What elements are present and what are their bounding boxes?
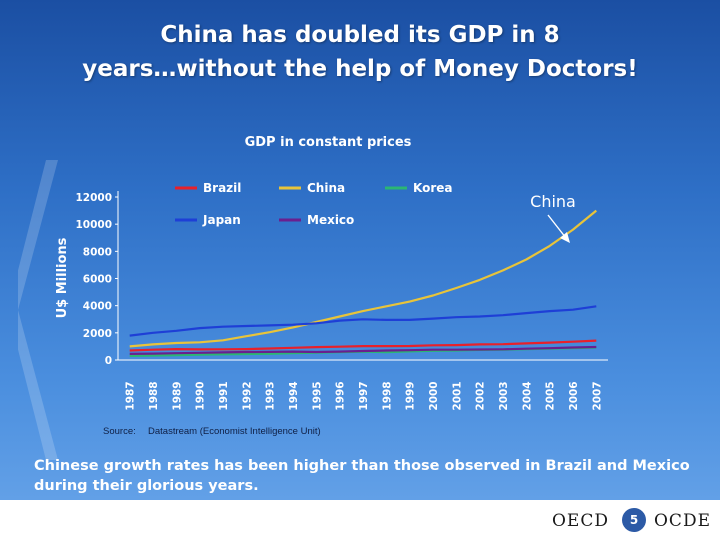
chart-title: GDP in constant prices	[245, 135, 412, 150]
x-tick-label: 2003	[498, 381, 510, 410]
y-tick-label: 6000	[83, 274, 112, 286]
y-tick-label: 4000	[83, 301, 112, 313]
x-tick-label: 1987	[125, 381, 137, 410]
x-tick-label: 1990	[195, 381, 207, 410]
legend-label-china: China	[307, 181, 345, 195]
series-line-brazil	[129, 339, 597, 352]
series-line-mexico	[129, 345, 597, 355]
x-tick-label: 2005	[545, 381, 557, 410]
x-tick-label: 1993	[265, 381, 277, 410]
x-tick-label: 1997	[358, 381, 370, 410]
x-tick-label: 1992	[241, 381, 253, 410]
china-annotation-label: China	[530, 192, 576, 211]
x-tick-label: 1995	[311, 381, 323, 410]
x-tick-label: 1998	[381, 381, 393, 410]
x-tick-label: 2000	[428, 381, 440, 410]
slide-title: China has doubled its GDP in 8 years…wit…	[0, 18, 720, 86]
china-annotation-arrowhead	[560, 232, 570, 243]
decorative-chevron	[18, 160, 58, 460]
legend-label-brazil: Brazil	[203, 181, 241, 195]
x-tick-label: 2006	[568, 381, 580, 410]
x-tick-label: 2001	[451, 381, 463, 410]
slide-title-line1: China has doubled its GDP in 8	[160, 22, 560, 48]
x-tick-label: 2002	[475, 381, 487, 410]
slide-footnote: Chinese growth rates has been higher tha…	[34, 458, 690, 494]
chart-axes	[117, 191, 608, 361]
y-axis-label: U$ Millions	[55, 237, 70, 318]
source-text: Datastream (Economist Intelligence Unit)	[148, 426, 321, 437]
y-tick-label: 0	[105, 355, 112, 367]
footer-ocde: OCDE	[654, 511, 711, 531]
series-line-japan	[129, 305, 597, 337]
chart-legend: Brazil China Korea Japan Mexico	[175, 181, 453, 227]
y-tick-label: 2000	[83, 328, 112, 340]
china-annotation-arrow	[547, 214, 567, 239]
x-tick-label: 1994	[288, 381, 300, 410]
footer-oecd: OECD	[552, 511, 609, 531]
series-line-china	[129, 209, 597, 348]
x-tick-label: 1989	[171, 381, 183, 410]
y-tick-label: 12000	[75, 192, 112, 204]
x-tick-label: 1999	[405, 381, 417, 410]
x-tick-labels: 1987 1988 1989 1990 1991 1992 1993 1994 1995 1996…	[125, 381, 604, 410]
x-tick-label: 2004	[521, 381, 533, 410]
y-tick-label: 10000	[75, 219, 112, 231]
legend-label-japan: Japan	[202, 213, 241, 227]
page-number-badge: 5	[622, 508, 646, 532]
slide-title-line2: years…without the help of Money Doctors!	[82, 56, 638, 82]
x-tick-label: 1988	[148, 381, 160, 410]
x-tick-label: 1991	[218, 381, 230, 410]
china-annotation: China	[530, 192, 576, 243]
y-tick-label: 8000	[83, 246, 112, 258]
series-lines	[129, 209, 597, 357]
source-label: Source:	[103, 426, 136, 437]
footer-bar	[0, 500, 720, 540]
x-tick-label: 2007	[591, 381, 603, 410]
y-tick-labels: 0 2000 4000 6000 8000 10000 12000	[75, 192, 118, 367]
x-tick-label: 1996	[335, 381, 347, 410]
legend-label-korea: Korea	[413, 181, 453, 195]
legend-label-mexico: Mexico	[307, 213, 354, 227]
